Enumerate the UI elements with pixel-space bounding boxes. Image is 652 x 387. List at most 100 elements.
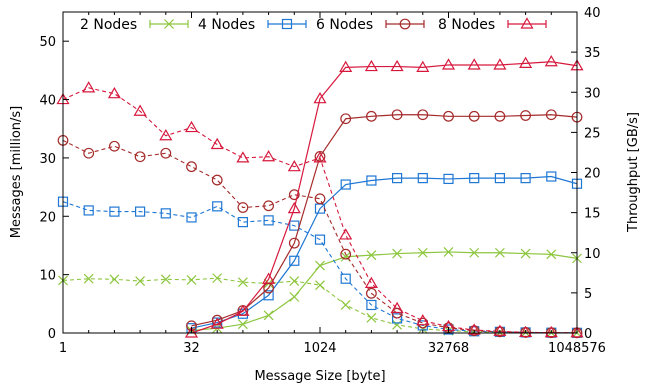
- rate-point: [83, 205, 94, 216]
- throughput-point: [443, 173, 454, 185]
- throughput-point: [545, 109, 557, 121]
- rate-point: [468, 325, 480, 337]
- y2-tick-label: 10: [584, 247, 601, 262]
- rate-point: [364, 276, 378, 288]
- rate-point: [392, 313, 403, 324]
- throughput-point: [494, 173, 505, 184]
- x-tick-label: 32: [183, 341, 200, 356]
- rate-point: [237, 217, 248, 228]
- series-3: [57, 109, 583, 339]
- legend-marker: [520, 17, 534, 29]
- throughput-point: [469, 173, 480, 184]
- rate-point: [366, 312, 377, 323]
- rate-point: [159, 129, 173, 141]
- rate-point: [570, 326, 584, 338]
- rate-point: [134, 151, 146, 163]
- throughput-point: [366, 110, 377, 122]
- legend-item: 2 Nodes: [80, 17, 189, 33]
- rate-point: [339, 228, 353, 240]
- rate-point: [210, 137, 224, 150]
- rate-point: [340, 300, 351, 310]
- rate-point: [135, 206, 146, 217]
- rate-point: [288, 189, 300, 201]
- legend-label: 2 Nodes: [80, 17, 137, 33]
- rate-point: [314, 193, 326, 205]
- rate-point: [186, 274, 197, 285]
- rate-point: [315, 280, 325, 291]
- rate-point: [392, 319, 403, 330]
- x-axis-label: Message Size [byte]: [254, 369, 385, 384]
- y2-axis-label: Throughput [GB/s]: [626, 112, 641, 233]
- series-rate-line: [62, 139, 578, 334]
- throughput-point: [364, 59, 378, 72]
- series-throughput-line: [191, 114, 578, 327]
- rate-point: [313, 151, 327, 163]
- series-rate-line: [62, 277, 578, 334]
- rate-point: [211, 174, 223, 186]
- throughput-point: [544, 55, 558, 67]
- rate-point: [417, 323, 428, 334]
- rate-point: [133, 104, 147, 116]
- x-tick-label: 1024: [303, 341, 336, 356]
- throughput-point: [289, 291, 300, 302]
- rate-point: [262, 150, 276, 162]
- rate-point: [314, 234, 326, 245]
- series-throughput-line: [191, 61, 578, 334]
- x-tick-label: 1048576: [548, 341, 606, 356]
- throughput-point: [210, 317, 224, 329]
- throughput-point: [339, 60, 353, 72]
- y-tick-label: 10: [39, 269, 56, 284]
- throughput-point: [494, 247, 505, 258]
- legend-item: 6 Nodes: [316, 17, 425, 33]
- rate-point: [109, 206, 120, 217]
- throughput-point: [417, 173, 428, 184]
- throughput-point: [340, 179, 351, 190]
- throughput-point: [417, 109, 429, 121]
- rate-point: [237, 202, 249, 213]
- throughput-point: [520, 173, 531, 184]
- rate-point: [494, 326, 506, 338]
- rate-point: [186, 161, 197, 173]
- rate-point: [289, 276, 300, 286]
- rate-point: [287, 159, 301, 172]
- x-tick-label: 1: [59, 341, 67, 356]
- throughput-point: [236, 304, 250, 316]
- rate-point: [236, 151, 250, 163]
- y-tick-label: 50: [39, 35, 56, 50]
- throughput-point: [546, 171, 557, 182]
- y-tick-label: 40: [39, 94, 56, 109]
- throughput-point: [263, 290, 274, 301]
- rate-point: [519, 325, 533, 338]
- throughput-point: [441, 58, 456, 70]
- y2-tick-label: 5: [584, 287, 592, 302]
- legend-marker: [281, 18, 293, 30]
- legend: 2 Nodes 4 Nodes 6 Nodes 8 Nodes: [80, 17, 547, 33]
- legend-label: 6 Nodes: [316, 17, 373, 33]
- rate-point: [135, 276, 146, 286]
- series-rate-line: [62, 87, 578, 334]
- throughput-point: [184, 326, 199, 338]
- throughput-point: [315, 260, 325, 271]
- legend-label: 8 Nodes: [438, 17, 495, 33]
- throughput-point: [392, 173, 403, 184]
- rate-point: [160, 208, 171, 219]
- y2-tick-label: 20: [584, 167, 601, 182]
- legend-label: 4 Nodes: [198, 17, 255, 33]
- y-axis-label: Messages [million/s]: [9, 106, 24, 238]
- y-tick-label: 30: [39, 152, 56, 167]
- throughput-point: [443, 110, 454, 122]
- rate-point: [289, 220, 300, 231]
- throughput-point: [390, 59, 404, 72]
- rate-point: [263, 215, 274, 226]
- throughput-point: [494, 110, 506, 122]
- series-throughput-line: [191, 251, 578, 332]
- throughput-point: [237, 319, 248, 330]
- throughput-point: [519, 56, 533, 68]
- y-tick-label: 0: [48, 327, 56, 342]
- rate-point: [212, 273, 223, 284]
- rate-point: [391, 307, 403, 319]
- rate-point: [237, 277, 248, 288]
- rate-point: [366, 287, 377, 299]
- rate-point: [340, 273, 351, 284]
